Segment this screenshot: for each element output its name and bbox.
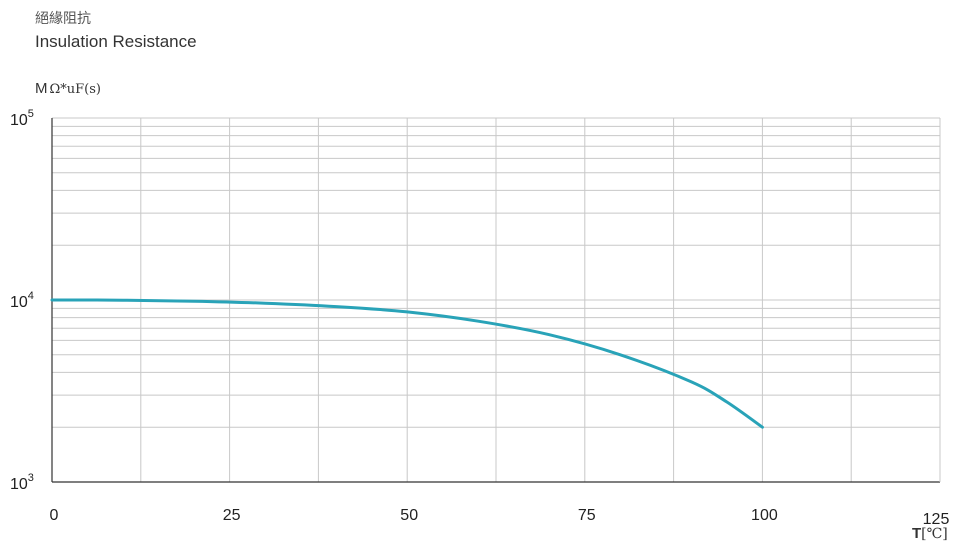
- x-axis-label-letter: T: [912, 525, 922, 542]
- tick-labels: 0 25 50 75 100 125 103 104 105: [10, 108, 949, 528]
- y-tick-label: 103: [10, 472, 34, 493]
- x-tick-label: 75: [578, 507, 596, 524]
- x-tick-label: 0: [50, 507, 59, 524]
- x-axis-label: T[℃]: [912, 525, 948, 542]
- y-tick-label: 104: [10, 290, 34, 311]
- y-axis-label-unit: Ω*uF(s): [49, 82, 102, 97]
- x-tick-label: 25: [223, 507, 241, 524]
- series-line: [50, 298, 764, 429]
- x-tick-label: 50: [400, 507, 418, 524]
- y-axis-label: M Ω*uF(s): [35, 80, 101, 97]
- chart-title-cn: 絕緣阻抗: [35, 11, 91, 27]
- data-series: [50, 298, 764, 429]
- chart-title: Insulation Resistance: [35, 32, 197, 51]
- grid-lines: [52, 117, 940, 482]
- y-axis-label-prefix: M: [35, 80, 48, 97]
- x-tick-label: 100: [751, 507, 778, 524]
- y-tick-label: 105: [10, 108, 34, 129]
- x-axis-label-unit: [℃]: [921, 526, 948, 542]
- x-tick-label: 125: [923, 511, 950, 528]
